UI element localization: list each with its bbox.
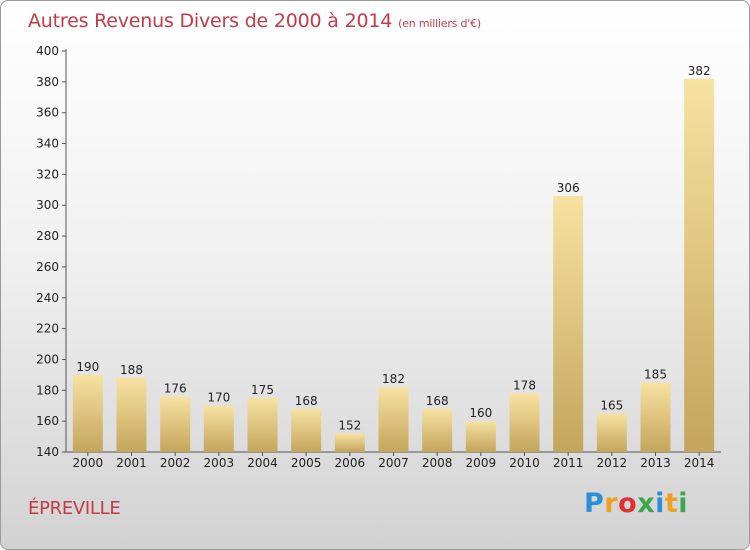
logo-letter: r <box>604 488 619 519</box>
data-label-2007: 182 <box>382 372 405 386</box>
x-tick-label: 2013 <box>640 456 671 470</box>
data-label-2003: 170 <box>207 391 230 405</box>
chart-title: Autres Revenus Divers de 2000 à 2014 (en … <box>28 10 481 32</box>
bar-2014 <box>684 78 715 452</box>
y-tick-label: 200 <box>36 352 59 366</box>
x-tick-label: 2012 <box>597 456 628 470</box>
y-tick-label: 340 <box>36 137 59 151</box>
y-tick-label: 300 <box>36 198 59 212</box>
data-label-2002: 176 <box>164 381 187 395</box>
x-tick-label: 2007 <box>378 456 409 470</box>
data-label-2013: 185 <box>644 368 667 382</box>
x-tick-label: 2006 <box>335 456 366 470</box>
bar-2005 <box>291 408 322 452</box>
x-tick-label: 2002 <box>160 456 191 470</box>
data-label-2006: 152 <box>338 418 361 432</box>
data-label-2010: 178 <box>513 378 536 392</box>
logo-letter: i <box>678 488 689 519</box>
logo-letter: o <box>618 488 638 519</box>
bar-2012 <box>596 413 627 452</box>
proxiti-logo[interactable]: Proxiti <box>584 488 688 519</box>
x-axis: 2000 2001 2002 2003 2004 2005 2006 2007 2008 2009… <box>66 451 721 470</box>
y-axis: 140 160 180 200 220 240 260 280 300 320 340 360 380 4… <box>36 44 67 459</box>
x-tick-label: 2009 <box>466 456 497 470</box>
logo-letter: x <box>637 488 656 519</box>
logo-letter: P <box>584 488 605 519</box>
bar-2011 <box>553 195 584 452</box>
data-label-2012: 165 <box>600 398 623 412</box>
y-tick-label: 140 <box>36 445 59 459</box>
data-label-2000: 190 <box>76 360 99 374</box>
x-tick-label: 2000 <box>73 456 104 470</box>
logo-letter: t <box>664 488 679 519</box>
data-label-2001: 188 <box>120 363 143 377</box>
y-tick-label: 380 <box>36 75 59 89</box>
bar-2000 <box>72 374 103 452</box>
x-tick-label: 2010 <box>509 456 540 470</box>
data-label-2008: 168 <box>426 394 449 408</box>
bar-2008 <box>422 408 453 452</box>
data-label-2005: 168 <box>295 394 318 408</box>
y-tick-label: 320 <box>36 167 59 181</box>
x-tick-label: 2014 <box>684 456 715 470</box>
y-tick-label: 180 <box>36 383 59 397</box>
bar-2001 <box>116 377 147 452</box>
data-label-2014: 382 <box>688 64 711 78</box>
x-tick-label: 2004 <box>247 456 278 470</box>
y-tick-label: 220 <box>36 322 59 336</box>
commune-name: ÉPREVILLE <box>28 498 121 519</box>
logo-letter: i <box>655 488 665 519</box>
bar-2003 <box>203 405 234 452</box>
bar-2007 <box>378 387 409 452</box>
bars <box>72 78 715 452</box>
y-tick-label: 280 <box>36 229 59 243</box>
chart-title-text: Autres Revenus Divers de 2000 à 2014 <box>28 10 393 32</box>
data-label-2011: 306 <box>557 181 580 195</box>
bar-2002 <box>160 396 191 452</box>
data-label-2004: 175 <box>251 383 274 397</box>
y-tick-label: 160 <box>36 414 59 428</box>
bar-2006 <box>334 433 365 452</box>
x-tick-label: 2003 <box>204 456 235 470</box>
y-tick-label: 400 <box>36 44 59 58</box>
y-tick-label: 260 <box>36 260 59 274</box>
x-tick-label: 2001 <box>116 456 147 470</box>
x-tick-label: 2008 <box>422 456 453 470</box>
y-tick-label: 360 <box>36 106 59 120</box>
data-labels: 190 188 176 170 175 168 152 182 168 160 178 306 165 1… <box>76 64 710 433</box>
x-tick-label: 2005 <box>291 456 322 470</box>
x-tick-label: 2011 <box>553 456 584 470</box>
bar-2013 <box>640 382 671 452</box>
data-label-2009: 160 <box>469 406 492 420</box>
bar-2004 <box>247 398 278 452</box>
bar-2010 <box>509 393 540 452</box>
chart-title-unit: (en milliers d'€) <box>398 17 482 30</box>
bar-2009 <box>465 421 496 452</box>
y-tick-label: 240 <box>36 291 59 305</box>
